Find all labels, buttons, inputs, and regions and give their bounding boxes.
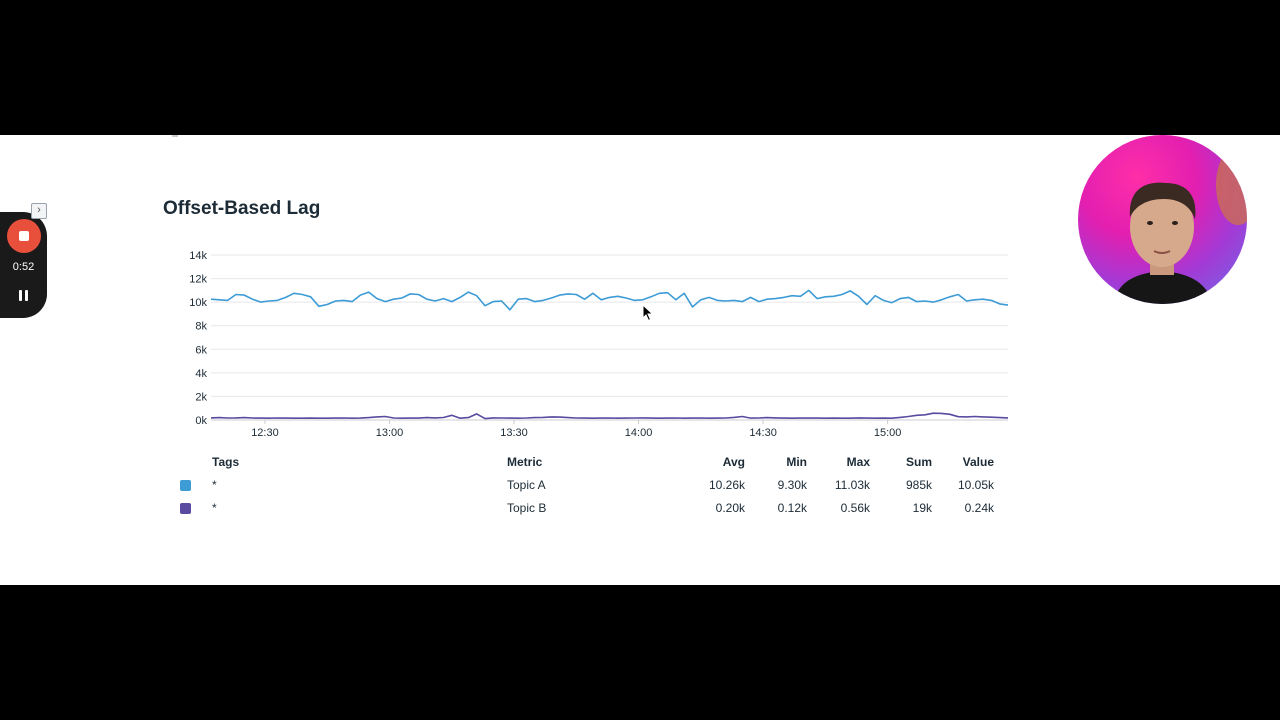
legend-header-row: Tags Metric Avg Min Max Sum Value: [175, 450, 994, 473]
recording-timer: 0:52: [12, 261, 35, 273]
y-tick-label: 8k: [195, 321, 207, 333]
chevron-right-icon[interactable]: ›: [31, 203, 47, 219]
screen-recorder-widget: 0:52: [0, 212, 47, 318]
x-tick-label: 13:30: [500, 427, 528, 439]
legend-sum: 19k: [912, 500, 932, 515]
y-tick-label: 4k: [195, 368, 207, 380]
legend-max: 11.03k: [834, 477, 870, 492]
legend-swatch-cell: [175, 473, 212, 496]
legend-metric: Topic A: [507, 477, 546, 492]
legend-row-topic-b[interactable]: * Topic B 0.20k 0.12k 0.56k 19k 0.24k: [175, 496, 994, 519]
legend-max: 0.56k: [840, 500, 870, 515]
legend-value: 0.24k: [964, 500, 994, 515]
presenter-video: [1113, 145, 1247, 304]
y-axis-ticks: 0k 2k 4k 6k 8k 10k 12k 14k: [189, 250, 207, 427]
series-legend-table: Tags Metric Avg Min Max Sum Value * Topi…: [175, 450, 994, 519]
legend-tags: *: [212, 477, 217, 492]
x-tick-label: 15:00: [874, 427, 902, 439]
chart-title: Offset-Based Lag: [163, 198, 321, 219]
legend-sum: 985k: [905, 477, 932, 492]
legend-min: 9.30k: [777, 477, 807, 492]
legend-row-topic-a[interactable]: * Topic A 10.26k 9.30k 11.03k 985k 10.05…: [175, 473, 994, 496]
legend-metric: Topic B: [507, 500, 547, 515]
y-tick-label: 14k: [189, 250, 207, 262]
legend-header-avg[interactable]: Avg: [722, 454, 745, 469]
x-tick-label: 14:00: [625, 427, 653, 439]
chart-gridlines: [211, 254, 1008, 421]
legend-header-tags[interactable]: Tags: [212, 454, 240, 469]
legend-header-min[interactable]: Min: [786, 454, 807, 469]
legend-header-swatch: [175, 450, 212, 473]
legend-header-sum[interactable]: Sum: [905, 454, 932, 469]
legend-tags: *: [212, 500, 217, 515]
legend-swatch-cell: [175, 496, 212, 519]
legend-value: 10.05k: [957, 477, 994, 492]
y-tick-label: 10k: [189, 297, 207, 309]
series-line-topic-a[interactable]: [210, 289, 1009, 311]
pause-recording-button[interactable]: [13, 285, 35, 307]
y-tick-label: 2k: [195, 391, 207, 403]
chart-series: [210, 289, 1009, 420]
x-axis-ticks: 12:30 13:00 13:30 14:00 14:30 15:00: [251, 420, 901, 439]
legend-avg: 0.20k: [715, 500, 745, 515]
webcam-overlay: [1078, 135, 1247, 304]
legend-min: 0.12k: [777, 500, 807, 515]
x-tick-label: 14:30: [749, 427, 777, 439]
y-tick-label: 6k: [195, 344, 207, 356]
dashboard-panel: Offset-Based Lag 0k 2k 4k 6k 8k 10k 12k 14k 12:…: [0, 135, 1280, 585]
legend-header-max[interactable]: Max: [846, 454, 870, 469]
series-color-swatch: [180, 502, 191, 514]
stop-icon: [19, 231, 29, 241]
mouse-cursor-icon: [642, 304, 654, 322]
series-color-swatch: [180, 479, 191, 491]
legend-avg: 10.26k: [708, 477, 745, 492]
y-tick-label: 0k: [195, 415, 207, 427]
series-line-topic-b[interactable]: [210, 412, 1009, 420]
legend-header-metric[interactable]: Metric: [507, 454, 543, 469]
lag-line-chart[interactable]: 0k 2k 4k 6k 8k 10k 12k 14k 12:30 13:00 13:30 14:00…: [0, 135, 1060, 445]
y-tick-label: 12k: [189, 274, 207, 286]
stop-recording-button[interactable]: [7, 219, 41, 253]
x-tick-label: 13:00: [376, 427, 404, 439]
legend-header-value[interactable]: Value: [962, 454, 994, 469]
cropped-element: [172, 135, 178, 137]
x-tick-label: 12:30: [251, 427, 279, 439]
